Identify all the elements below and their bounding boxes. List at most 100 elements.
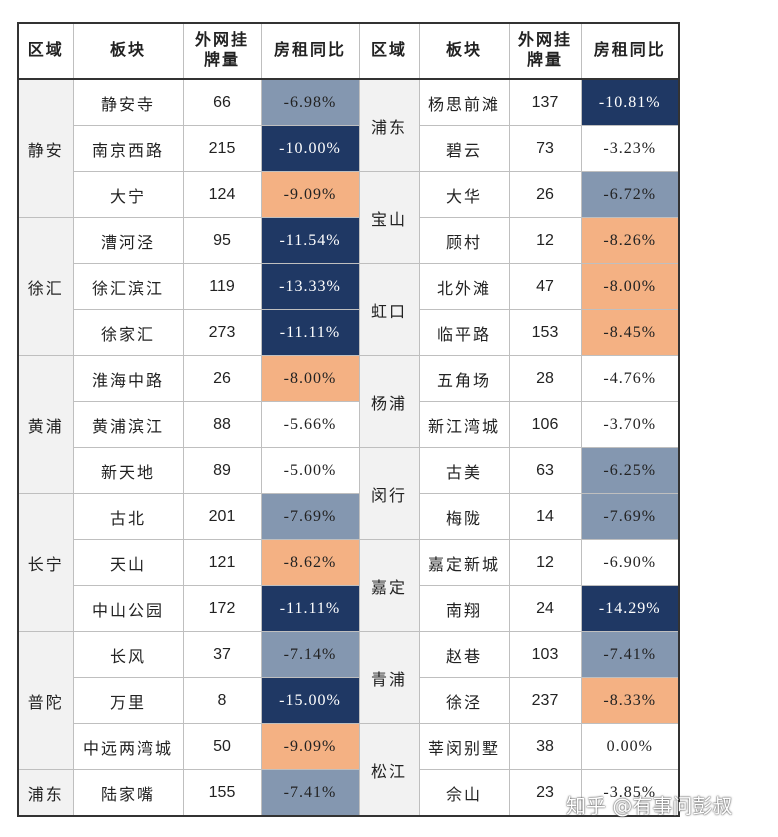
block-cell: 漕河泾: [72, 217, 184, 264]
block-cell: 古美: [418, 447, 510, 494]
change-cell: -8.45%: [580, 309, 680, 356]
change-cell: -8.26%: [580, 217, 680, 264]
change-cell: -3.23%: [580, 125, 680, 172]
table-row: 长宁 古北 201 -7.69% 梅陇 14 -7.69%: [17, 493, 680, 632]
header-cell: 板块: [418, 22, 510, 80]
block-cell: 五角场: [418, 355, 510, 402]
count-cell: 24: [508, 585, 582, 632]
count-cell: 215: [182, 125, 262, 172]
table-row: 南京西路 215 -10.00% 碧云 73 -3.23%: [18, 125, 680, 172]
count-cell: 89: [182, 447, 262, 494]
district-cell: 长宁: [17, 493, 74, 632]
block-cell: 梅陇: [418, 493, 510, 540]
block-cell: 万里: [72, 677, 184, 724]
block-cell: 徐汇滨江: [72, 263, 184, 310]
count-cell: 95: [182, 217, 262, 264]
block-cell: 北外滩: [418, 263, 510, 310]
count-cell: 124: [182, 171, 262, 218]
watermark: 知乎 @有事问彭叔: [566, 794, 733, 818]
table-row: 普陀 长风 37 -7.14% 青浦 赵巷 103 -7.41%: [17, 631, 680, 770]
table-row: 中远两湾城 50 -9.09% 松江 莘闵别墅 38 0.00%: [18, 723, 680, 817]
block-cell: 碧云: [418, 125, 510, 172]
count-cell: 201: [182, 493, 262, 540]
change-cell: -10.00%: [260, 125, 360, 172]
count-cell: 237: [508, 677, 582, 724]
table-row: 新天地 89 -5.00% 闵行 古美 63 -6.25%: [18, 447, 680, 540]
count-cell: 153: [508, 309, 582, 356]
block-cell: 大宁: [72, 171, 184, 218]
district-cell: 松江: [358, 723, 420, 817]
table-row: 徐汇 漕河泾 95 -11.54% 顾村 12 -8.26%: [17, 217, 680, 356]
district-cell: 宝山: [358, 171, 420, 264]
district-cell: 黄浦: [17, 355, 74, 494]
header-cell: 外网挂 牌量: [508, 22, 582, 80]
table-row: 万里 8 -15.00% 徐泾 237 -8.33%: [18, 677, 680, 724]
count-cell: 50: [182, 723, 262, 770]
change-cell: -8.00%: [580, 263, 680, 310]
district-cell: 浦东: [358, 78, 420, 172]
count-cell: 172: [182, 585, 262, 632]
change-cell: -8.00%: [260, 355, 360, 402]
change-cell: 0.00%: [580, 723, 680, 770]
block-cell: 杨思前滩: [418, 78, 510, 126]
block-cell: 天山: [72, 539, 184, 586]
change-cell: -5.00%: [260, 447, 360, 494]
change-cell: -7.69%: [580, 493, 680, 540]
block-cell: 黄浦滨江: [72, 401, 184, 448]
count-cell: 121: [182, 539, 262, 586]
count-cell: 106: [508, 401, 582, 448]
table-row: 大宁 124 -9.09% 宝山 大华 26 -6.72%: [18, 171, 680, 264]
change-cell: -6.90%: [580, 539, 680, 586]
table-row: 徐汇滨江 119 -13.33% 虹口 北外滩 47 -8.00%: [18, 263, 680, 356]
count-cell: 28: [508, 355, 582, 402]
change-cell: -8.33%: [580, 677, 680, 724]
change-cell: -9.09%: [260, 171, 360, 218]
change-cell: -10.81%: [580, 78, 680, 126]
header-cell: 外网挂 牌量: [182, 22, 262, 80]
district-cell: 虹口: [358, 263, 420, 356]
change-cell: -11.11%: [260, 585, 360, 632]
block-cell: 南翔: [418, 585, 510, 632]
district-cell: 嘉定: [358, 539, 420, 632]
block-cell: 陆家嘴: [72, 769, 184, 817]
block-cell: 中远两湾城: [72, 723, 184, 770]
change-cell: -11.11%: [260, 309, 360, 356]
block-cell: 佘山: [418, 769, 510, 817]
count-cell: 37: [182, 631, 262, 678]
count-cell: 47: [508, 263, 582, 310]
block-cell: 嘉定新城: [418, 539, 510, 586]
table-body: 静安 静安寺 66 -6.98% 浦东 杨思前滩 137 -10.81% 南京西路 215 -10.…: [17, 78, 680, 817]
change-cell: -7.41%: [260, 769, 360, 817]
district-cell: 浦东: [17, 769, 74, 817]
change-cell: -14.29%: [580, 585, 680, 632]
header-row: 区域 板块 外网挂 牌量 房租同比 区域 板块 外网挂 牌量 房租同比: [17, 22, 680, 80]
district-cell: 徐汇: [17, 217, 74, 356]
header-cell: 区域: [358, 22, 420, 80]
count-cell: 155: [182, 769, 262, 817]
table-row: 中山公园 172 -11.11% 南翔 24 -14.29%: [18, 585, 680, 632]
table-row: 静安 静安寺 66 -6.98% 浦东 杨思前滩 137 -10.81%: [17, 78, 680, 218]
district-cell: 静安: [17, 78, 74, 218]
table-row: 黄浦 淮海中路 26 -8.00% 杨浦 五角场 28 -4.76%: [17, 355, 680, 494]
block-cell: 新江湾城: [418, 401, 510, 448]
block-cell: 徐泾: [418, 677, 510, 724]
district-cell: 青浦: [358, 631, 420, 724]
change-cell: -6.25%: [580, 447, 680, 494]
header-cell: 板块: [72, 22, 184, 80]
count-cell: 38: [508, 723, 582, 770]
count-cell: 14: [508, 493, 582, 540]
table-row: 黄浦滨江 88 -5.66% 新江湾城 106 -3.70%: [18, 401, 680, 448]
change-cell: -11.54%: [260, 217, 360, 264]
block-cell: 大华: [418, 171, 510, 218]
district-cell: 杨浦: [358, 355, 420, 448]
count-cell: 273: [182, 309, 262, 356]
change-cell: -15.00%: [260, 677, 360, 724]
header-cell: 房租同比: [260, 22, 360, 80]
count-cell: 26: [508, 171, 582, 218]
block-cell: 新天地: [72, 447, 184, 494]
block-cell: 顾村: [418, 217, 510, 264]
district-cell: 闵行: [358, 447, 420, 540]
change-cell: -3.85%: [580, 769, 680, 817]
change-cell: -4.76%: [580, 355, 680, 402]
